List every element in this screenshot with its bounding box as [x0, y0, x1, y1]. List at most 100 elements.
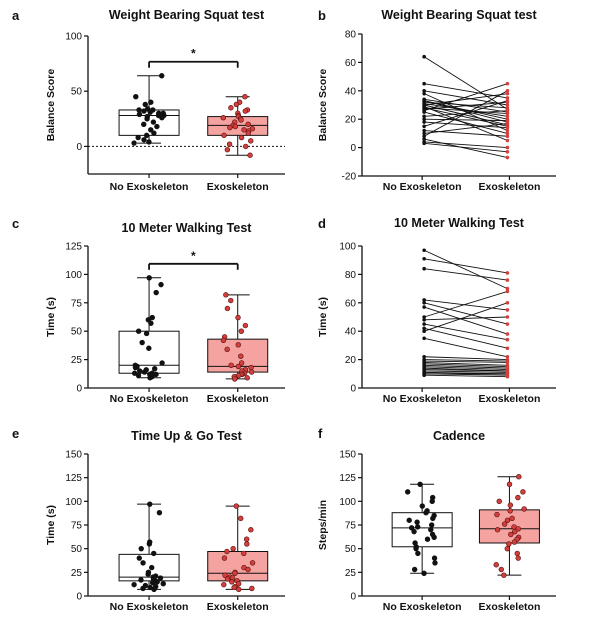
data-point [516, 474, 522, 480]
y-tick-label: 60 [345, 58, 357, 69]
panel-a: a Weight Bearing Squat test 0 50 100 Balance … [12, 8, 285, 193]
data-point [415, 550, 421, 557]
data-point [228, 362, 234, 368]
data-point [422, 134, 426, 139]
data-point [422, 298, 426, 302]
data-point [221, 132, 227, 139]
y-tick-label: 0 [350, 143, 356, 154]
pair-line [424, 258, 508, 274]
data-point [227, 124, 233, 131]
data-point [131, 370, 138, 376]
data-point [151, 365, 158, 372]
data-point [505, 354, 510, 359]
data-point [405, 489, 411, 495]
data-point [157, 575, 164, 581]
significance-star: * [191, 47, 196, 61]
y-axis-label: Time (s) [317, 297, 329, 337]
x-tick-label: No Exoskeleton [110, 181, 189, 193]
data-point [235, 363, 242, 370]
data-point [146, 139, 152, 145]
data-point [422, 54, 426, 59]
data-point [431, 555, 438, 561]
data-point [149, 314, 155, 321]
data-point [131, 581, 137, 588]
data-point [505, 114, 510, 119]
data-point [422, 128, 426, 133]
panel-title: Cadence [433, 429, 485, 443]
data-point [411, 528, 417, 535]
data-point [520, 489, 526, 495]
data-point [504, 545, 510, 552]
data-point [424, 536, 431, 542]
y-tick-label: 20 [345, 115, 357, 126]
data-point [408, 525, 415, 531]
data-point [232, 123, 239, 130]
data-point [151, 130, 157, 136]
data-point [422, 373, 426, 378]
data-point [248, 138, 254, 144]
data-point [505, 315, 510, 319]
data-point [507, 502, 514, 508]
data-point [140, 585, 146, 592]
panel-b: b Weight Bearing Squat test -20 0 20 40 60 80 Ba… [317, 8, 556, 193]
x-tick-label: Exoskeleton [479, 393, 541, 405]
data-point [422, 117, 426, 121]
data-point [249, 585, 255, 592]
y-tick-label: 25 [71, 355, 83, 366]
data-point [413, 545, 419, 552]
data-point [505, 103, 510, 107]
pair-line [424, 299, 508, 311]
panel-letter: f [318, 426, 323, 441]
box-no-exoskeleton [391, 512, 453, 548]
data-point [422, 124, 426, 129]
pair-line [424, 316, 508, 321]
pair-line [424, 90, 508, 106]
data-point [135, 372, 142, 379]
pair-line [424, 142, 508, 153]
data-point [505, 91, 510, 96]
data-point [148, 127, 154, 133]
x-tick-label: No Exoskeleton [383, 601, 462, 613]
panel-title: 10 Meter Walking Test [122, 221, 253, 235]
data-point [153, 289, 159, 296]
data-point [238, 134, 245, 141]
data-point [223, 292, 229, 298]
data-point [136, 111, 143, 118]
data-point [150, 580, 156, 586]
data-point [141, 121, 147, 128]
data-point [498, 566, 504, 573]
y-tick-label: 0 [350, 592, 356, 603]
y-tick-label: 80 [345, 30, 357, 41]
data-point [422, 89, 426, 93]
pair-line [423, 106, 508, 141]
data-point [146, 541, 153, 547]
data-point [505, 289, 510, 294]
y-tick-label: 100 [65, 32, 82, 43]
data-point [160, 580, 166, 587]
data-point [224, 346, 230, 353]
data-point [422, 318, 426, 322]
data-point [245, 566, 251, 573]
data-point [133, 94, 139, 100]
y-tick-label: 50 [71, 544, 83, 555]
y-tick-label: 60 [345, 298, 357, 309]
pair-line [424, 291, 508, 318]
data-point [242, 143, 249, 150]
data-point [236, 586, 242, 593]
data-point [226, 141, 233, 147]
data-point [229, 579, 235, 585]
data-point [505, 118, 510, 123]
data-point [505, 360, 510, 365]
panel-title: Time Up & Go Test [131, 429, 243, 443]
data-point [142, 101, 148, 108]
significance-bracket: * [148, 249, 239, 270]
pair-line [424, 370, 508, 373]
data-point [414, 519, 420, 525]
pair-line [424, 360, 508, 363]
data-point [421, 570, 427, 576]
y-tick-label: 100 [339, 497, 356, 508]
data-point [233, 101, 240, 108]
box-exoskeleton [207, 551, 269, 582]
data-point [245, 121, 251, 128]
